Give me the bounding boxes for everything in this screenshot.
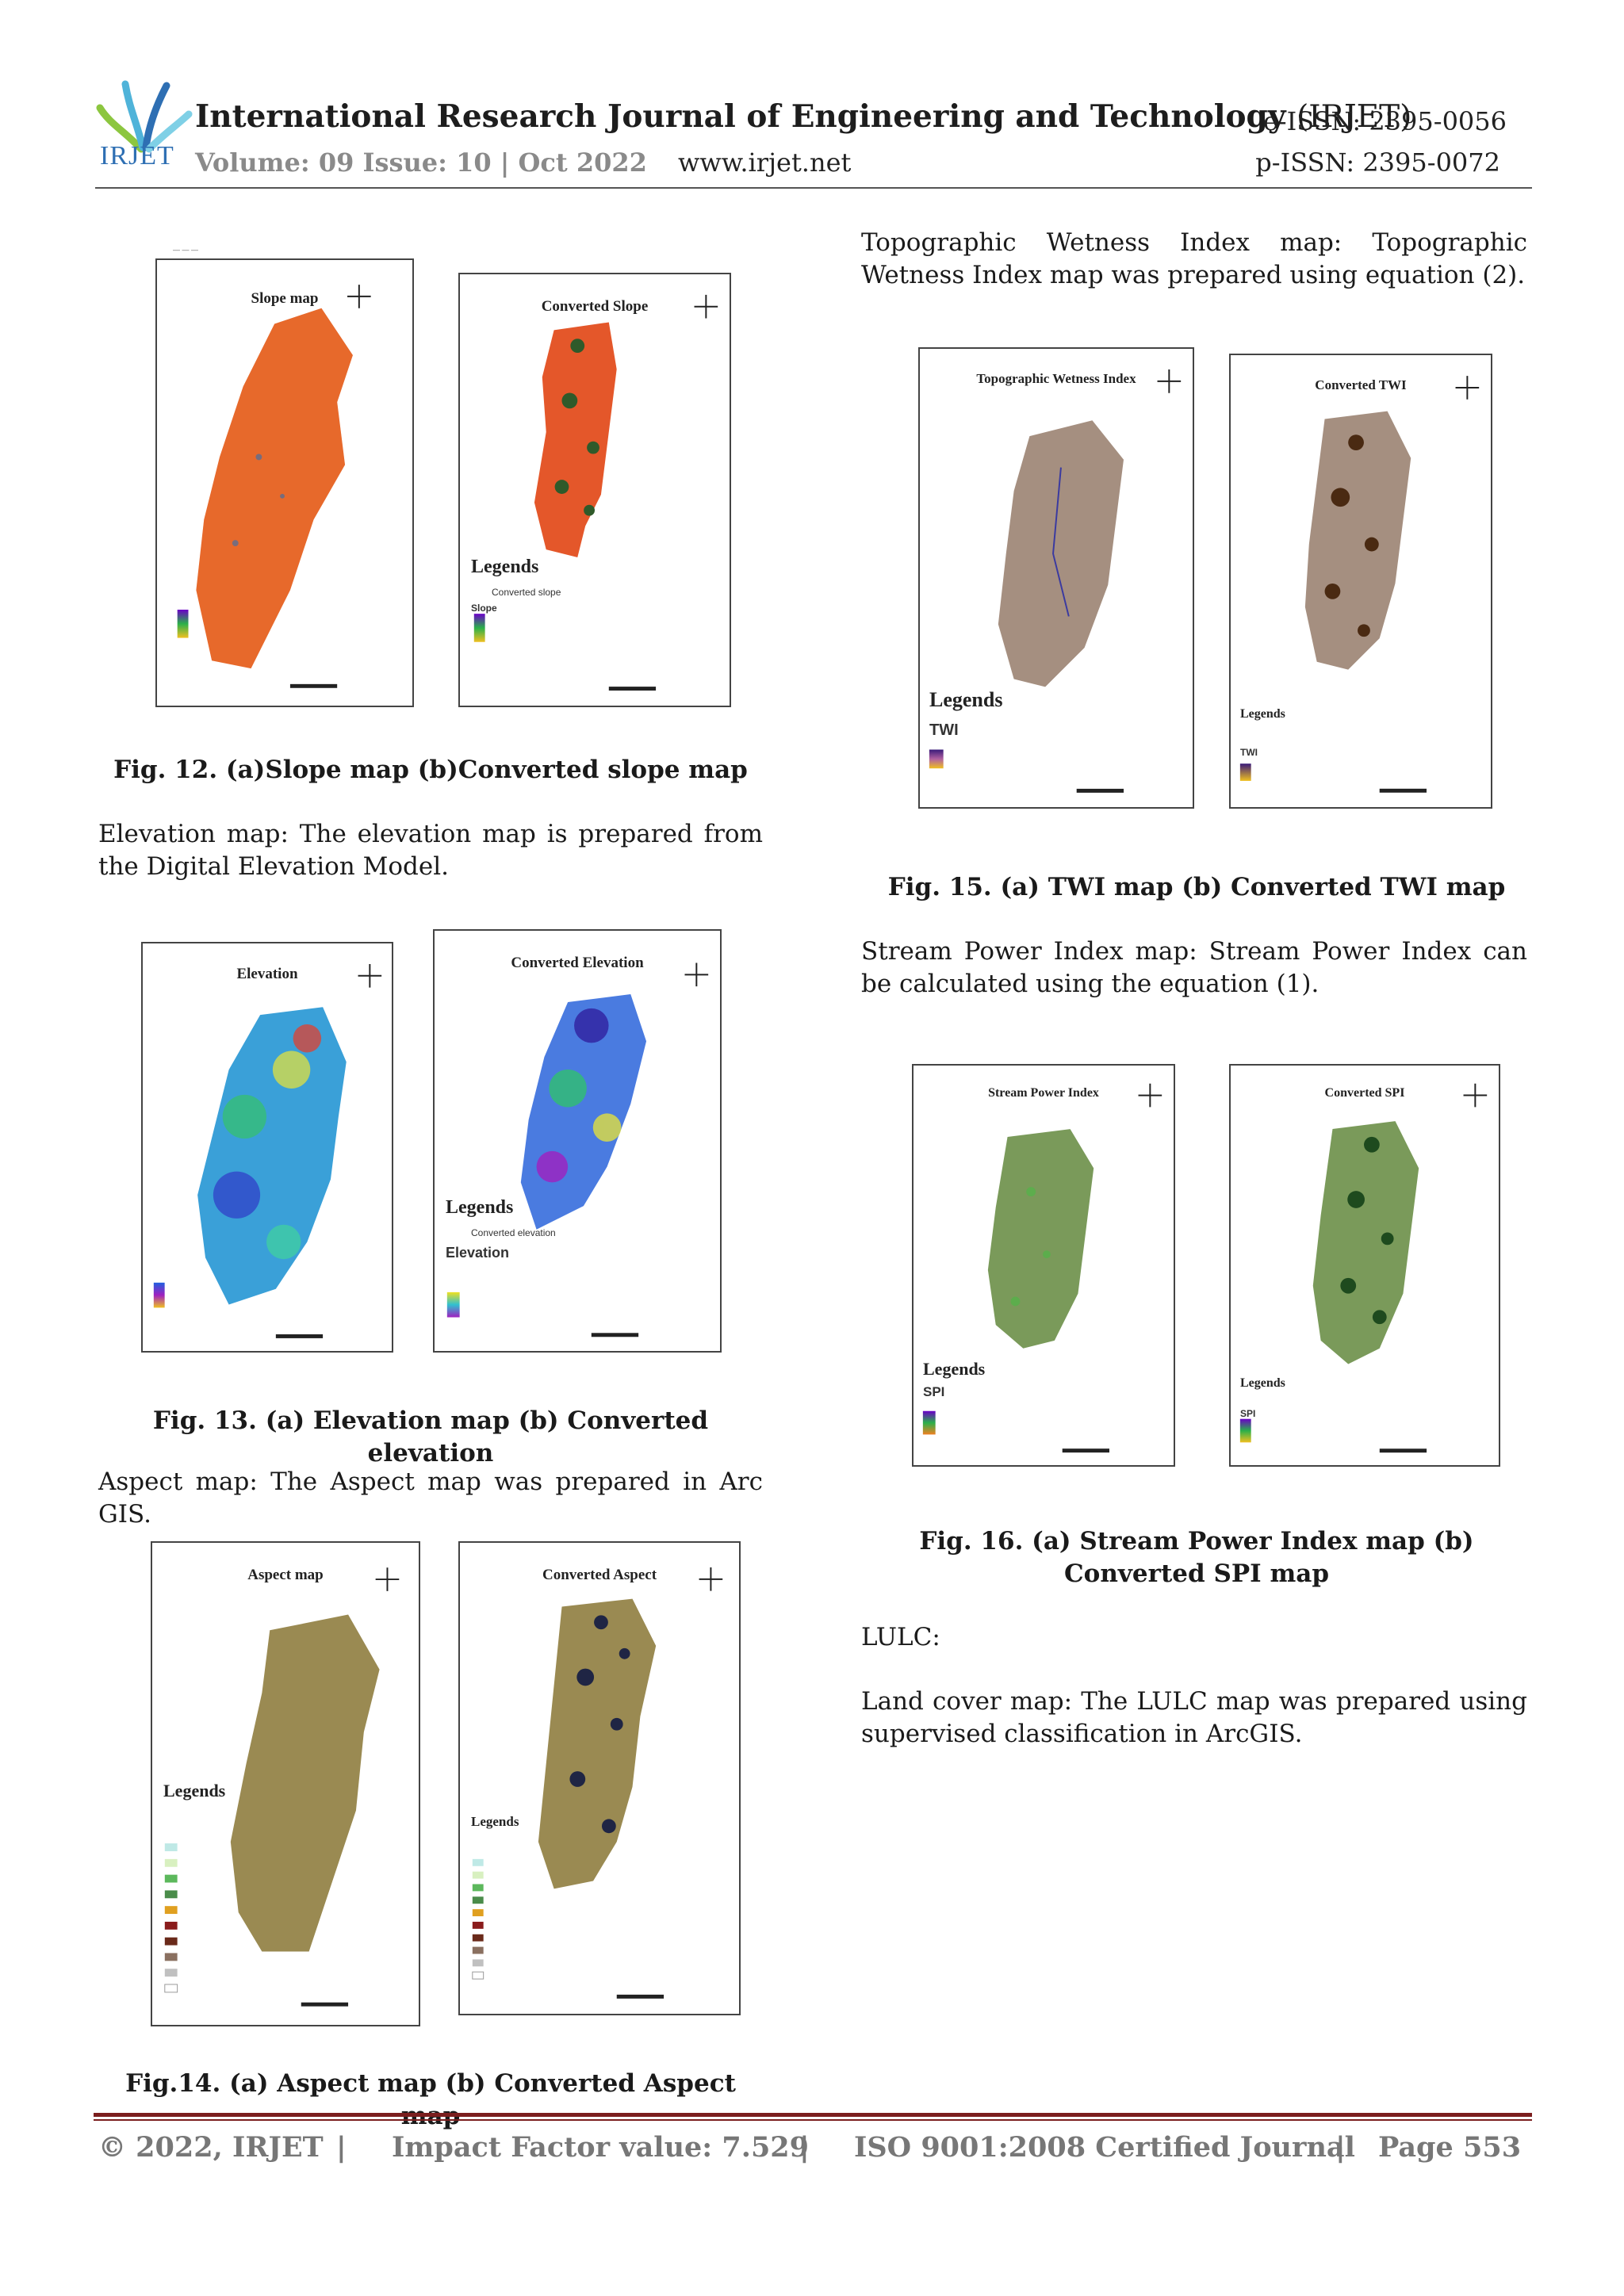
legend-layer: SPI [923,1384,945,1399]
twi-map-panel: Topographic Wetness Index Legends TWI [918,347,1194,809]
website-link[interactable]: www.irjet.net [678,147,852,178]
panel-title: Slope map [251,290,319,307]
fig14-caption: Fig.14. (a) Aspect map (b) Converted Asp… [125,2069,736,2130]
legend-layer: Elevation [446,1245,510,1261]
aspect-paragraph: Aspect map: The Aspect map was prepared … [98,1468,763,1529]
legend-item: Converted slope [492,587,561,598]
footer-iso: ISO 9001:2008 Certified Journal [854,2131,1355,2164]
pissn: p-ISSN: 2395-0072 [1255,147,1500,178]
panel-title: Converted Slope [541,298,649,315]
fig13-caption: Fig. 13. (a) Elevation map (b) Converted… [152,1406,709,1468]
panel-title: Converted SPI [1324,1086,1405,1100]
legend-heading: Legends [471,557,539,577]
converted-elevation-map-image [446,962,709,1337]
converted-aspect-map-image [472,1567,723,1999]
footer-separator: | [1335,2131,1346,2164]
spi-paragraph: Stream Power Index map: Stream Power Ind… [861,937,1527,998]
lulc-heading: LULC: [861,1623,940,1651]
legend-layer: TWI [929,721,959,739]
aspect-map-image [164,1567,400,2007]
journal-title-text: International Research Journal of Engine… [195,98,1286,135]
legend-heading: Legends [446,1197,514,1218]
journal-abbr: (IRJET) [1297,99,1412,135]
legend-heading: Legends [1240,1376,1285,1390]
footer-rule-thin [94,2119,1532,2121]
volume-info: Volume: 09 Issue: 10 | Oct 2022 [195,147,647,178]
fig12-caption: Fig. 12. (a)Slope map (b)Converted slope… [113,756,748,784]
footer-page-number: Page 553 [1378,2131,1522,2164]
legend-layer: TWI [1240,747,1258,758]
panel-title: Stream Power Index [988,1086,1099,1100]
legend-heading: Legends [929,688,1003,711]
footer-rule [94,2113,1532,2117]
panel-title: Converted Aspect [542,1567,657,1583]
panel-title: Topographic Wetness Index [976,371,1136,386]
legend-heading: Legends [1240,707,1285,721]
legend-item: Converted elevation [471,1227,556,1238]
fig16-caption: Fig. 16. (a) Stream Power Index map (b) … [919,1527,1474,1588]
slope-map-panel: Slope map — — — [155,246,414,707]
spi-map-image [922,1083,1162,1453]
converted-twi-map-image [1239,376,1480,793]
legend-layer: Slope [471,603,497,614]
converted-spi-map-image [1239,1083,1488,1453]
panel-title: Elevation [236,966,298,982]
irjet-logo-icon [96,80,193,153]
panel-title: Converted Elevation [511,955,644,971]
eissn: e-ISSN: 2395-0056 [1262,106,1507,136]
landcover-paragraph: Land cover map: The LULC map was prepare… [861,1687,1527,1748]
footer-separator: | [799,2131,810,2164]
aspect-map-panel: Aspect map Legends [151,1541,420,2026]
panel-title: Converted TWI [1315,377,1407,392]
converted-spi-panel: Converted SPI Legends SPI [1229,1064,1500,1467]
elevation-paragraph: Elevation map: The elevation map is prep… [98,820,763,881]
converted-aspect-panel: Converted Aspect Legends [458,1541,741,2015]
header-rule [95,187,1532,189]
journal-title: International Research Journal of Engine… [195,98,1411,135]
legend-layer: SPI [1240,1408,1256,1419]
legend-heading: Legends [163,1781,226,1800]
converted-elevation-panel: Converted Elevation Legends Converted el… [433,929,722,1353]
legend-heading: Legends [923,1359,986,1379]
elevation-map-panel: Elevation [141,942,393,1353]
twi-map-image [929,369,1182,793]
footer-copyright: © 2022, IRJET [98,2131,324,2164]
spi-map-panel: Stream Power Index Legends SPI [912,1064,1175,1467]
footer-separator: | [336,2131,347,2164]
converted-twi-panel: Converted TWI Legends TWI [1229,354,1492,809]
converted-slope-map-image [473,294,718,691]
logo-text: IRJET [100,141,174,170]
elevation-map-image [153,963,382,1338]
legend-heading: Legends [471,1814,519,1829]
fig15-caption: Fig. 15. (a) TWI map (b) Converted TWI m… [887,873,1506,901]
panel-title: Aspect map [247,1567,324,1583]
footer-impact: Impact Factor value: 7.529 [392,2131,810,2164]
converted-slope-panel: Converted Slope Legends Converted slope … [458,273,731,707]
twi-paragraph: Topographic Wetness Index map: Topograph… [861,228,1527,289]
slope-map-image [177,285,371,688]
coordinate-ticks: — — — [173,246,199,254]
